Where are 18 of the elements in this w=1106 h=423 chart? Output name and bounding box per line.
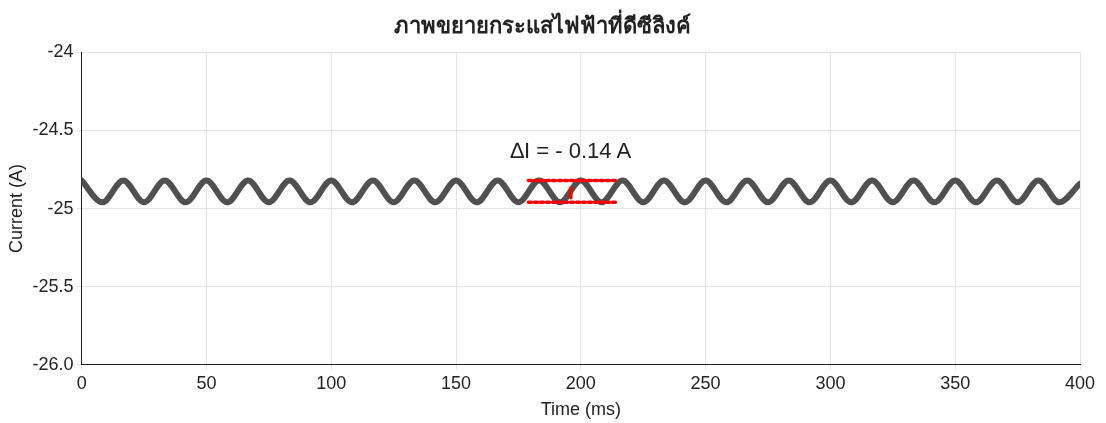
annotation: ∆I = - 0.14 A (510, 138, 632, 164)
x-tick-label: 200 (565, 372, 596, 393)
x-tick-label: 300 (815, 372, 846, 393)
y-tick-label: -25 (47, 197, 74, 218)
y-tick-label: -24.5 (32, 119, 74, 140)
x-tick-label: 50 (196, 372, 217, 393)
x-tick-label: 0 (76, 372, 87, 393)
x-tick-label: 350 (940, 372, 971, 393)
y-axis-title: Current (A) (5, 164, 26, 254)
x-tick-label: 100 (316, 372, 347, 393)
x-axis-title: Time (ms) (540, 399, 621, 420)
chart-title: ภาพขยายกระแสไฟฟ้าที่ดีซีลิงค์ (393, 9, 691, 39)
x-tick-label: 400 (1064, 372, 1096, 393)
x-tick-label: 250 (690, 372, 721, 393)
y-tick-label: -25.5 (32, 275, 74, 296)
y-tick-label: -24 (47, 41, 74, 62)
x-tick-label: 150 (440, 372, 472, 393)
y-tick-label: -26.0 (32, 353, 74, 374)
